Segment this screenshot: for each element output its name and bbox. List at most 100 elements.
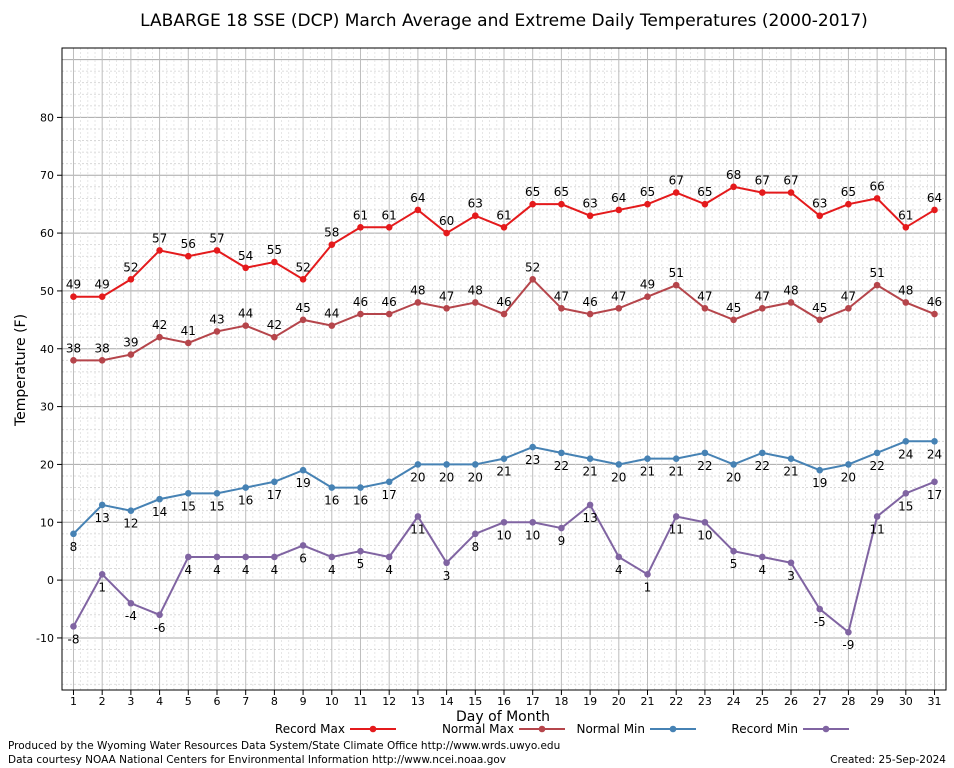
normal-max-data-label: 38 <box>66 341 81 355</box>
normal-max-data-label: 47 <box>611 289 626 303</box>
y-tick-label: 60 <box>40 227 54 240</box>
normal-max-point <box>873 281 881 289</box>
record-min-point <box>443 559 450 567</box>
record-min-data-label: 4 <box>385 563 393 577</box>
chart-title: LABARGE 18 SSE (DCP) March Average and E… <box>140 11 868 31</box>
record-min-data-label: 3 <box>787 569 795 583</box>
record-min-point <box>156 611 163 619</box>
legend-marker-record-max <box>369 725 377 733</box>
normal-max-data-label: 45 <box>295 301 310 315</box>
normal-max-data-label: 46 <box>496 295 511 309</box>
y-tick-label: 0 <box>47 574 54 587</box>
record-min-point <box>357 547 364 555</box>
record-max-data-label: 57 <box>152 231 167 245</box>
normal-max-data-label: 42 <box>152 318 167 332</box>
normal-max-data-label: 45 <box>726 301 741 315</box>
normal-max-point <box>500 310 508 318</box>
normal-max-data-label: 42 <box>267 318 282 332</box>
record-max-point <box>873 195 881 202</box>
record-min-data-label: 17 <box>927 488 942 502</box>
record-min-data-label: 4 <box>758 563 766 577</box>
normal-max-point <box>357 310 364 318</box>
x-tick-label: 15 <box>468 695 482 708</box>
x-tick-label: 2 <box>99 695 106 708</box>
normal-min-point <box>271 478 278 486</box>
normal-min-point <box>873 449 881 457</box>
normal-min-point <box>701 449 709 457</box>
record-max-point <box>672 189 680 196</box>
record-max-data-label: 49 <box>95 278 110 292</box>
record-min-data-label: 3 <box>443 569 451 583</box>
y-tick-label: 50 <box>40 285 54 298</box>
record-min-data-label: 5 <box>730 557 738 571</box>
y-tick-label: 80 <box>40 111 54 124</box>
x-tick-label: 22 <box>669 695 683 708</box>
record-min-point <box>213 553 221 561</box>
record-min-point <box>759 553 766 561</box>
normal-min-data-label: 20 <box>468 470 483 484</box>
record-max-data-label: 52 <box>123 260 138 274</box>
normal-max-data-label: 44 <box>238 307 253 321</box>
record-min-point <box>816 605 824 613</box>
record-min-point <box>242 553 249 561</box>
x-tick-label: 28 <box>841 695 855 708</box>
normal-min-point <box>931 437 938 445</box>
record-max-point <box>414 206 422 214</box>
record-max-point <box>98 293 106 301</box>
record-max-data-label: 58 <box>324 226 339 240</box>
grid <box>62 47 946 690</box>
normal-max-data-label: 46 <box>582 295 597 309</box>
record-min-point <box>414 513 422 520</box>
normal-max-point <box>443 304 450 312</box>
record-max-data-label: 64 <box>927 191 942 205</box>
record-max-point <box>787 189 795 196</box>
record-max-data-label: 65 <box>697 185 712 199</box>
record-min-point <box>328 553 336 561</box>
normal-min-point <box>213 490 221 497</box>
normal-max-point <box>385 310 393 318</box>
normal-max-data-label: 52 <box>525 260 540 274</box>
normal-min-data-label: 19 <box>812 476 827 490</box>
normal-max-point <box>759 304 766 312</box>
legend: Record Max Normal Max Normal Min Record Min <box>275 722 849 736</box>
normal-max-point <box>299 316 307 324</box>
record-max-data-label: 61 <box>382 208 397 222</box>
normal-min-point <box>759 449 766 457</box>
y-axis-ticks: -10 0 10 20 30 40 50 60 70 80 <box>36 111 62 645</box>
normal-min-data-label: 8 <box>70 540 78 554</box>
x-tick-label: 11 <box>353 695 367 708</box>
normal-min-point <box>70 530 77 538</box>
legend-marker-record-min <box>822 725 830 733</box>
record-max-point <box>127 276 135 283</box>
normal-max-point <box>816 316 824 324</box>
normal-max-point <box>558 304 565 312</box>
normal-max-data-label: 38 <box>95 341 110 355</box>
record-min-data-label: 4 <box>184 563 192 577</box>
record-max-data-label: 63 <box>582 197 597 211</box>
record-min-data-label: 15 <box>898 499 913 513</box>
record-max-point <box>701 200 709 208</box>
legend-label-normal-max: Normal Max <box>442 722 514 736</box>
legend-marker-normal-max <box>538 725 546 733</box>
record-max-point <box>500 223 508 231</box>
record-max-point <box>816 212 824 220</box>
record-min-data-label: 13 <box>582 511 597 525</box>
normal-min-data-label: 12 <box>123 517 138 531</box>
normal-max-data-label: 45 <box>812 301 827 315</box>
normal-min-point <box>558 449 565 457</box>
normal-min-point <box>730 461 737 468</box>
record-min-point <box>845 628 852 636</box>
record-min-point <box>184 553 192 561</box>
record-max-data-label: 65 <box>640 185 655 199</box>
record-max-point <box>299 276 307 283</box>
record-max-point <box>213 247 221 254</box>
record-max-data-label: 65 <box>841 185 856 199</box>
record-min-point <box>644 571 651 578</box>
normal-max-point <box>529 276 537 283</box>
normal-min-point <box>845 461 852 468</box>
normal-min-point <box>902 437 910 445</box>
record-min-point <box>873 513 881 520</box>
normal-max-data-label: 46 <box>927 295 942 309</box>
x-axis-ticks: 1 2 3 4 5 6 7 8 9 10 11 12 13 14 15 16 17 18 19 20 21 22 23 24 2… <box>70 690 942 708</box>
